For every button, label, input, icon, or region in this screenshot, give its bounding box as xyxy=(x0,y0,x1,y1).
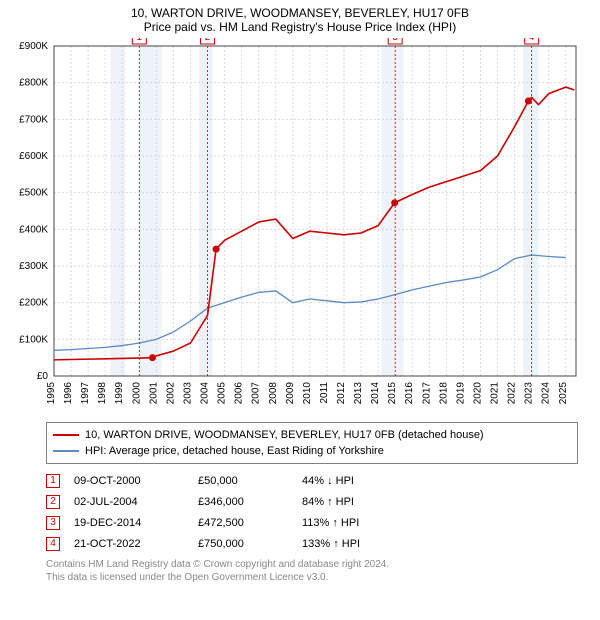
svg-text:£700K: £700K xyxy=(19,114,48,125)
svg-text:£0: £0 xyxy=(37,371,49,382)
footnote: Contains HM Land Registry data © Crown c… xyxy=(46,558,578,584)
svg-text:£200K: £200K xyxy=(19,298,48,309)
sale-date: 19-DEC-2014 xyxy=(74,517,184,529)
svg-text:£400K: £400K xyxy=(19,224,48,235)
svg-text:£500K: £500K xyxy=(19,188,48,199)
svg-text:1999: 1999 xyxy=(114,382,125,405)
svg-text:2002: 2002 xyxy=(165,382,176,405)
svg-text:2018: 2018 xyxy=(438,382,449,405)
svg-text:3: 3 xyxy=(392,38,398,43)
legend-swatch xyxy=(53,450,79,452)
chart-title: 10, WARTON DRIVE, WOODMANSEY, BEVERLEY, … xyxy=(10,6,590,20)
svg-text:£900K: £900K xyxy=(19,41,48,52)
svg-text:2012: 2012 xyxy=(336,382,347,405)
svg-text:2016: 2016 xyxy=(404,382,415,405)
svg-text:4: 4 xyxy=(529,38,535,43)
svg-text:£300K: £300K xyxy=(19,261,48,272)
svg-text:2015: 2015 xyxy=(387,382,398,405)
svg-text:2006: 2006 xyxy=(234,382,245,405)
sale-index-badge: 1 xyxy=(46,474,60,488)
legend-label: 10, WARTON DRIVE, WOODMANSEY, BEVERLEY, … xyxy=(85,429,484,441)
svg-text:2005: 2005 xyxy=(217,382,228,405)
svg-text:2021: 2021 xyxy=(490,382,501,405)
svg-text:2020: 2020 xyxy=(472,382,483,405)
svg-text:2010: 2010 xyxy=(302,382,313,405)
svg-text:2019: 2019 xyxy=(455,382,466,405)
svg-text:2025: 2025 xyxy=(558,382,569,405)
sale-price: £50,000 xyxy=(198,475,288,487)
sale-diff: 113% ↑ HPI xyxy=(302,517,412,529)
legend-label: HPI: Average price, detached house, East… xyxy=(85,445,384,457)
svg-text:2014: 2014 xyxy=(370,382,381,405)
svg-text:2004: 2004 xyxy=(200,382,211,405)
sale-date: 02-JUL-2004 xyxy=(74,496,184,508)
svg-text:2011: 2011 xyxy=(319,382,330,404)
svg-text:2017: 2017 xyxy=(421,382,432,405)
sale-diff: 84% ↑ HPI xyxy=(302,496,412,508)
sale-price: £346,000 xyxy=(198,496,288,508)
svg-text:1997: 1997 xyxy=(80,382,91,405)
svg-text:2007: 2007 xyxy=(251,382,262,405)
svg-text:2009: 2009 xyxy=(285,382,296,405)
sales-table: 1 09-OCT-2000 £50,000 44% ↓ HPI 2 02-JUL-2004… xyxy=(46,470,578,554)
footnote-line: This data is licensed under the Open Gov… xyxy=(46,571,578,584)
sale-row: 3 19-DEC-2014 £472,500 113% ↑ HPI xyxy=(46,512,578,533)
svg-text:£800K: £800K xyxy=(19,78,48,89)
sale-price: £472,500 xyxy=(198,517,288,529)
sale-row: 1 09-OCT-2000 £50,000 44% ↓ HPI xyxy=(46,470,578,491)
sale-date: 21-OCT-2022 xyxy=(74,538,184,550)
svg-text:1995: 1995 xyxy=(46,382,57,405)
svg-text:2024: 2024 xyxy=(541,382,552,405)
svg-text:2000: 2000 xyxy=(131,382,142,405)
footnote-line: Contains HM Land Registry data © Crown c… xyxy=(46,558,578,571)
sale-row: 2 02-JUL-2004 £346,000 84% ↑ HPI xyxy=(46,491,578,512)
svg-text:£600K: £600K xyxy=(19,151,48,162)
sale-index-badge: 4 xyxy=(46,537,60,551)
svg-text:1: 1 xyxy=(137,38,143,43)
svg-text:1996: 1996 xyxy=(63,382,74,405)
chart-area: £0 £100K £200K £300K £400K £500K £600K £700K £80… xyxy=(10,38,590,418)
sale-index-badge: 2 xyxy=(46,495,60,509)
svg-text:2013: 2013 xyxy=(353,382,364,405)
page: 10, WARTON DRIVE, WOODMANSEY, BEVERLEY, … xyxy=(0,0,600,588)
svg-text:2008: 2008 xyxy=(268,382,279,405)
sale-diff: 44% ↓ HPI xyxy=(302,475,412,487)
legend-item: 10, WARTON DRIVE, WOODMANSEY, BEVERLEY, … xyxy=(53,427,571,443)
chart-subtitle: Price paid vs. HM Land Registry's House … xyxy=(10,20,590,34)
sale-index-badge: 3 xyxy=(46,516,60,530)
svg-text:2023: 2023 xyxy=(524,382,535,405)
svg-text:2003: 2003 xyxy=(182,382,193,405)
svg-text:£100K: £100K xyxy=(19,334,48,345)
legend-swatch xyxy=(53,434,79,436)
legend-item: HPI: Average price, detached house, East… xyxy=(53,443,571,459)
sale-price: £750,000 xyxy=(198,538,288,550)
sale-date: 09-OCT-2000 xyxy=(74,475,184,487)
sale-diff: 133% ↑ HPI xyxy=(302,538,412,550)
price-chart: £0 £100K £200K £300K £400K £500K £600K £700K £80… xyxy=(10,38,590,418)
svg-text:1998: 1998 xyxy=(97,382,108,405)
sale-row: 4 21-OCT-2022 £750,000 133% ↑ HPI xyxy=(46,533,578,554)
svg-text:2: 2 xyxy=(205,38,211,43)
svg-text:2001: 2001 xyxy=(148,382,159,405)
svg-text:2022: 2022 xyxy=(507,382,518,405)
legend: 10, WARTON DRIVE, WOODMANSEY, BEVERLEY, … xyxy=(46,422,578,464)
